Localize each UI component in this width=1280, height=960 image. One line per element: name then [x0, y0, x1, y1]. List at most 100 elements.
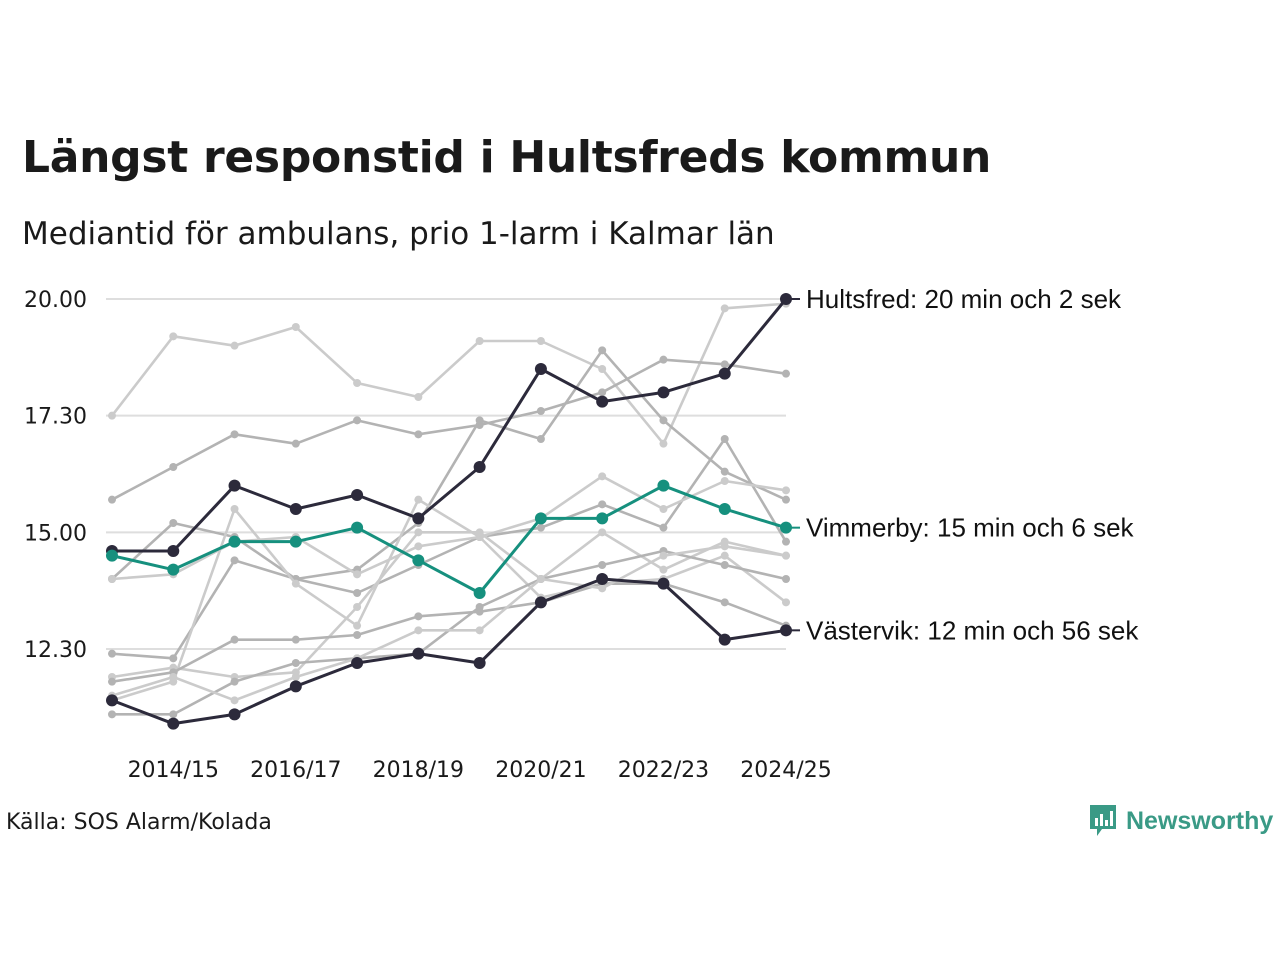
data-point [536, 407, 545, 416]
data-point [657, 577, 670, 590]
data-point [536, 575, 545, 584]
series-line [110, 302, 787, 445]
series-line [111, 498, 787, 702]
data-point [720, 551, 729, 560]
data-point [108, 411, 116, 420]
x-tick-label: 2020/21 [495, 758, 586, 783]
data-point [228, 479, 241, 492]
data-point [720, 477, 729, 486]
brand-name: Newsworthy [1126, 806, 1274, 835]
data-point [720, 561, 729, 570]
data-point [169, 654, 178, 663]
series-other [108, 547, 790, 719]
data-point [108, 677, 116, 686]
data-point [289, 503, 302, 516]
data-point [598, 500, 607, 509]
data-point [414, 528, 423, 537]
series-line [111, 484, 787, 595]
data-point [414, 626, 423, 635]
data-point [108, 575, 116, 584]
end-label-västervik: Västervik: 12 min och 56 sek [806, 615, 1139, 645]
data-point [230, 505, 239, 514]
data-point [720, 598, 729, 607]
data-point [291, 673, 300, 682]
data-point [228, 535, 241, 548]
data-point [596, 573, 609, 586]
data-point [782, 551, 790, 560]
source-note: Källa: SOS Alarm/Kolada [6, 810, 272, 835]
data-point [718, 633, 731, 646]
data-point [720, 435, 729, 444]
data-point [782, 598, 790, 607]
data-point [536, 435, 545, 444]
data-point [169, 332, 178, 341]
data-point [412, 512, 425, 525]
data-point [659, 565, 668, 574]
data-point [289, 680, 302, 693]
data-point [534, 512, 547, 525]
data-point [230, 677, 239, 686]
data-point [169, 710, 178, 719]
data-point [351, 521, 364, 534]
data-point [659, 439, 668, 448]
end-label-vimmerby: Vimmerby: 15 min och 6 sek [806, 513, 1135, 543]
data-point [598, 388, 607, 397]
series-vimmerby [106, 479, 792, 600]
data-point [659, 505, 668, 514]
data-point [659, 416, 668, 425]
data-point [657, 479, 670, 492]
x-axis-ticks: 2014/15 2016/17 2018/19 2020/21 2022/23 2024/… [128, 758, 832, 783]
x-tick-label: 2014/15 [128, 758, 219, 783]
series-other [108, 542, 790, 705]
series-line [111, 358, 787, 501]
data-point [108, 495, 116, 504]
data-point [534, 596, 547, 609]
series-line [111, 545, 787, 702]
data-point [167, 717, 180, 730]
data-point [169, 673, 178, 682]
data-point [108, 710, 116, 719]
data-point [169, 463, 178, 472]
series-line [112, 298, 788, 553]
y-axis-ticks: 20.00 17.30 15.00 12.30 [24, 288, 87, 663]
data-point [475, 337, 484, 346]
data-point [598, 346, 607, 355]
data-point [228, 708, 241, 721]
series-line [111, 349, 787, 660]
data-point [720, 304, 729, 313]
series-other [108, 346, 790, 663]
data-point [353, 631, 362, 640]
data-point [230, 556, 239, 565]
data-point [536, 337, 545, 346]
brand-logo: Newsworthy [1088, 803, 1273, 839]
end-labels: Hultsfred: 20 min och 2 sek Vimmerby: 15 … [786, 284, 1139, 645]
data-point [659, 551, 668, 560]
data-point [414, 542, 423, 551]
data-point [230, 341, 239, 350]
data-point [782, 486, 790, 495]
data-point [414, 393, 423, 402]
data-point [718, 367, 731, 380]
data-point [598, 528, 607, 537]
data-point [412, 647, 425, 660]
y-tick-label: 12.30 [24, 638, 87, 663]
series-other [108, 579, 790, 686]
data-point [598, 365, 607, 374]
data-point [106, 549, 118, 562]
end-label-hultsfred: Hultsfred: 20 min och 2 sek [806, 284, 1122, 314]
data-point [475, 416, 484, 425]
data-point [720, 542, 729, 551]
data-point [782, 575, 790, 584]
data-point [720, 360, 729, 369]
series-line [111, 582, 787, 683]
data-point [475, 626, 484, 635]
data-point [353, 379, 362, 388]
data-point [659, 355, 668, 364]
data-point [782, 495, 790, 504]
data-point [596, 395, 609, 408]
data-point [108, 649, 116, 658]
data-point [782, 369, 790, 378]
data-point [475, 603, 484, 612]
series-line [111, 531, 787, 679]
